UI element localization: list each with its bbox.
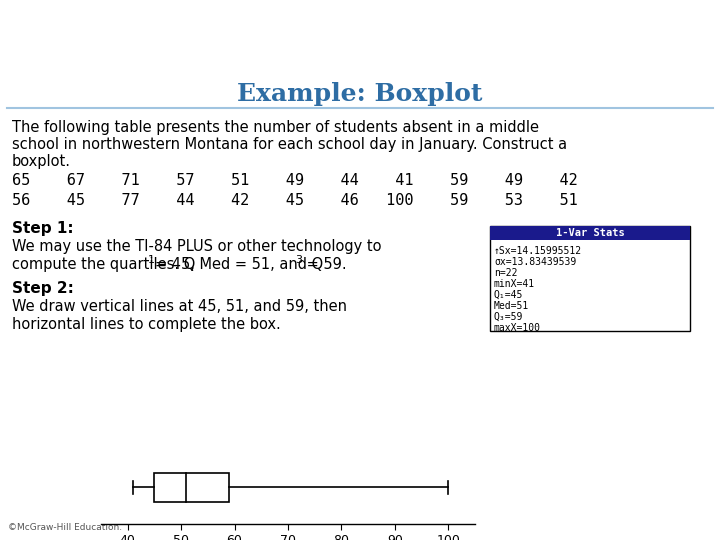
Text: horizontal lines to complete the box.: horizontal lines to complete the box. [12, 317, 281, 332]
Text: boxplot.: boxplot. [12, 154, 71, 169]
Text: We draw vertical lines at 45, 51, and 59, then: We draw vertical lines at 45, 51, and 59… [12, 299, 347, 314]
Text: compute the quartiles. Q: compute the quartiles. Q [12, 257, 195, 272]
Text: Step 2:: Step 2: [12, 281, 74, 296]
Text: = 45, Med = 51, and Q: = 45, Med = 51, and Q [155, 257, 323, 272]
Text: STATISTICS: STATISTICS [65, 14, 170, 32]
Text: minX=41: minX=41 [494, 279, 535, 289]
Text: Essential: Essential [14, 16, 72, 29]
Text: school in northwestern Montana for each school day in January. Construct a: school in northwestern Montana for each … [12, 137, 567, 152]
Text: 1-Var Stats: 1-Var Stats [556, 228, 624, 238]
Text: Q₁=45: Q₁=45 [494, 290, 523, 300]
FancyBboxPatch shape [490, 226, 690, 240]
Text: 65    67    71    57    51    49    44    41    59    49    42: 65 67 71 57 51 49 44 41 59 49 42 [12, 173, 577, 188]
Text: n=22: n=22 [494, 268, 518, 278]
Text: 1: 1 [148, 255, 155, 265]
Text: ↑Sx=14.15995512: ↑Sx=14.15995512 [494, 246, 582, 256]
Text: = 59.: = 59. [302, 257, 346, 272]
FancyBboxPatch shape [490, 226, 690, 331]
Text: maxX=100: maxX=100 [494, 323, 541, 333]
Text: Q₃=59: Q₃=59 [494, 312, 523, 322]
Text: σx=13.83439539: σx=13.83439539 [494, 257, 576, 267]
Text: We may use the TI-84 PLUS or other technology to: We may use the TI-84 PLUS or other techn… [12, 239, 382, 254]
Text: ©McGraw-Hill Education.: ©McGraw-Hill Education. [8, 523, 122, 532]
Text: Step 1:: Step 1: [12, 221, 73, 236]
Text: Example: Boxplot: Example: Boxplot [238, 82, 482, 106]
Text: 3: 3 [295, 255, 302, 265]
Text: William Navidi: William Navidi [315, 16, 405, 29]
Text: The following table presents the number of students absent in a middle: The following table presents the number … [12, 120, 539, 135]
Text: Barry Monk: Barry Monk [454, 16, 525, 29]
Text: 56    45    77    44    42    45    46   100    59    53    51: 56 45 77 44 42 45 46 100 59 53 51 [12, 193, 577, 208]
Text: Med=51: Med=51 [494, 301, 529, 311]
Bar [154, 473, 229, 502]
